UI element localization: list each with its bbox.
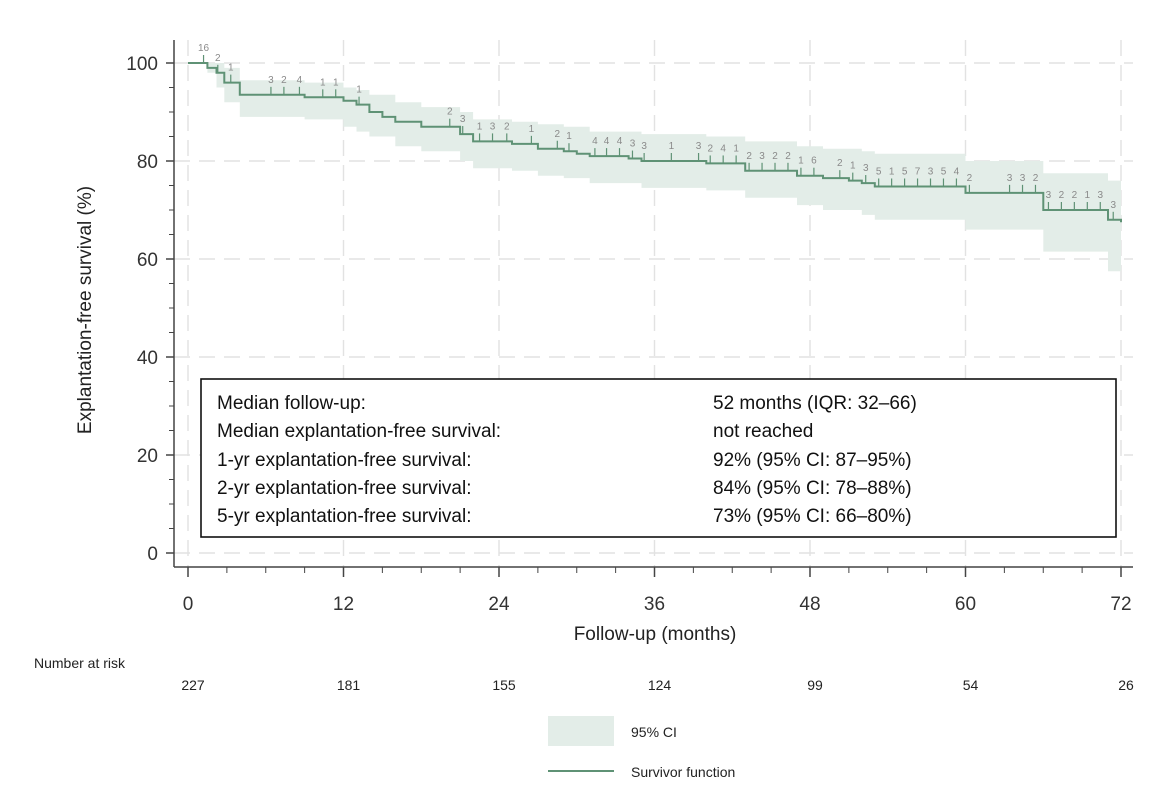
censor-count-label: 2 [967,173,973,184]
censor-count-label: 1 [850,161,856,172]
censor-count-label: 7 [915,166,921,177]
y-tick-label: 100 [126,54,158,75]
censor-count-label: 1 [333,77,339,88]
censor-count-label: 1 [798,156,804,167]
summary-box: Median follow-up: 52 months (IQR: 32–66)… [200,378,1117,538]
x-axis-title: Follow-up (months) [574,624,737,645]
risk-table-value: 54 [963,677,979,693]
censor-count-label: 2 [837,158,843,169]
legend-ci-label: 95% CI [631,724,677,740]
x-tick-label: 72 [1110,594,1131,615]
x-tick-label: 60 [955,594,976,615]
censor-count-label: 1 [669,141,675,152]
summary-value: not reached [713,421,813,442]
legend-line-label: Survivor function [631,764,735,780]
censor-count-label: 3 [460,114,466,125]
y-tick-label: 20 [137,446,158,467]
y-tick-label: 0 [147,544,158,565]
censor-count-label: 1 [477,121,483,132]
censor-count-label: 3 [630,139,636,150]
censor-count-label: 4 [954,166,960,177]
censor-count-label: 1 [356,85,362,96]
censor-count-label: 1 [733,143,739,154]
summary-label: Median follow-up: [217,393,366,414]
y-tick-label: 80 [137,152,158,173]
risk-table-value: 227 [181,677,205,693]
censor-count-label: 2 [215,53,221,64]
censor-count-label: 3 [268,75,274,86]
censor-count-label: 2 [785,151,791,162]
censor-count-label: 5 [876,166,882,177]
risk-table-value: 99 [807,677,823,693]
censor-count-label: 16 [198,43,210,54]
censor-count-label: 1 [1085,190,1091,201]
summary-value: 92% (95% CI: 87–95%) [713,450,912,471]
censor-count-label: 2 [555,129,561,140]
x-tick-label: 36 [644,594,665,615]
risk-table-value: 26 [1118,677,1134,693]
y-tick-label: 40 [137,348,158,369]
risk-table-title: Number at risk [34,655,126,671]
censor-count-label: 1 [320,77,326,88]
risk-table-value: 181 [337,677,361,693]
censor-count-label: 2 [1033,173,1039,184]
censor-count-label: 2 [1072,190,1078,201]
x-tick-label: 48 [799,594,820,615]
y-axis-title: Explantation-free survival (%) [75,186,96,434]
censor-count-label: 2 [447,107,453,118]
censor-count-label: 5 [941,166,947,177]
summary-value: 52 months (IQR: 32–66) [713,393,917,414]
censor-count-label: 2 [746,151,752,162]
x-tick-label: 12 [333,594,354,615]
censor-count-label: 4 [592,136,598,147]
censor-count-label: 4 [604,136,610,147]
censor-count-label: 4 [297,75,303,86]
risk-table: Number at risk 227 181 155 124 99 54 26 [34,655,1134,693]
summary-label: Median explantation-free survival: [217,421,501,442]
censor-count-label: 3 [1110,200,1116,211]
censor-count-label: 1 [889,166,895,177]
censor-count-label: 2 [707,143,713,154]
ci-band [188,63,1121,272]
summary-label: 5-yr explantation-free survival: [217,506,472,527]
censor-count-label: 4 [720,143,726,154]
censor-count-label: 3 [1020,173,1026,184]
x-tick-label: 24 [488,594,510,615]
censor-count-label: 6 [811,156,817,167]
censor-count-label: 3 [696,141,702,152]
censor-count-label: 2 [772,151,778,162]
risk-table-value: 155 [492,677,516,693]
censor-count-label: 5 [902,166,908,177]
censor-count-label: 2 [1059,190,1065,201]
censor-count-label: 1 [566,131,572,142]
y-tick-label: 60 [137,250,158,271]
summary-label: 2-yr explantation-free survival: [217,478,472,499]
survivor-function-line [188,62,1122,223]
censor-count-label: 3 [641,141,647,152]
legend: 95% CI Survivor function [548,716,735,780]
summary-label: 1-yr explantation-free survival: [217,450,472,471]
summary-box-frame [200,378,1117,538]
legend-ci-swatch [548,716,614,746]
censor-count-label: 1 [228,63,234,74]
censor-count-label: 3 [490,121,496,132]
x-tick-label: 0 [183,594,194,615]
censor-count-label: 3 [1097,190,1103,201]
risk-table-value: 124 [648,677,672,693]
censor-count-label: 3 [863,163,869,174]
censor-count-label: 3 [759,151,765,162]
censor-count-label: 1 [529,124,535,135]
censor-count-label: 2 [281,75,287,86]
censor-count-label: 3 [1046,190,1052,201]
censor-count-label: 4 [617,136,623,147]
censor-count-label: 3 [1007,173,1013,184]
summary-value: 84% (95% CI: 78–88%) [713,478,912,499]
summary-value: 73% (95% CI: 66–80%) [713,506,912,527]
censor-count-label: 3 [928,166,934,177]
censor-count-label: 2 [504,121,510,132]
